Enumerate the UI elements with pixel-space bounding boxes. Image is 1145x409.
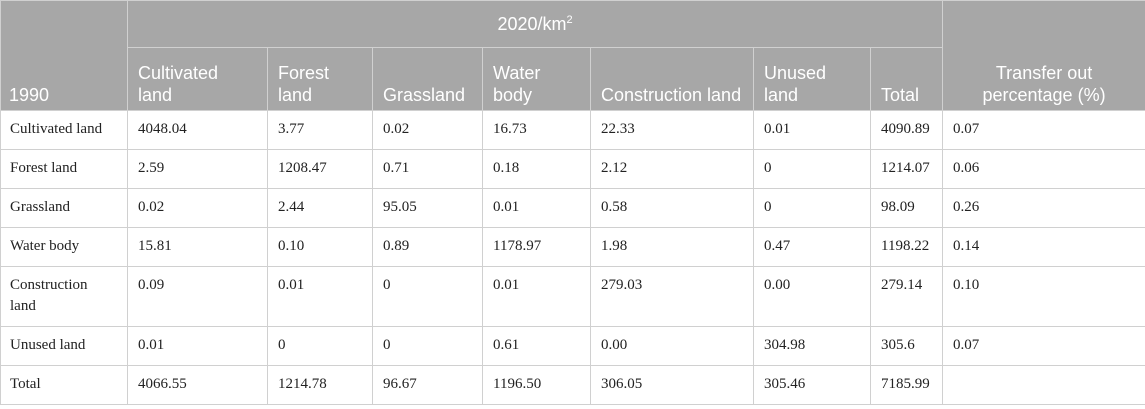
table-cell: 0 [267,326,373,366]
table-row: Water body 15.81 0.10 0.89 1178.97 1.98 … [0,227,1145,267]
table-cell: 0.00 [590,326,754,366]
group-header-2020: 2020/km2 [126,0,944,48]
table-cell: 1208.47 [267,149,373,189]
table-cell: 279.03 [590,266,754,327]
table-cell: 304.98 [753,326,871,366]
table-cell: 0 [753,188,871,228]
header-col-cultivated-land: Cultivated land [127,47,268,111]
table-cell: 0.89 [372,227,483,267]
table-cell [942,365,1145,405]
table-cell: 1198.22 [869,227,944,267]
row-header: Cultivated land [0,110,128,150]
table-cell: 0.01 [127,326,268,366]
header-col-forest-land: Forest land [267,47,373,111]
table-header: 1990 2020/km2 Transfer out percentage (%… [0,0,1145,111]
table-cell: 0.10 [267,227,373,267]
row-header: Unused land [0,326,128,366]
header-transfer-out-percentage: Transfer out percentage (%) [942,0,1145,111]
table-cell: 0.47 [753,227,871,267]
table-row: Construction land 0.09 0.01 0 0.01 279.0… [0,266,1145,327]
table-cell: 1214.07 [869,149,944,189]
table-cell: 0.07 [942,326,1145,366]
row-header: Forest land [0,149,128,189]
row-header: Water body [0,227,128,267]
group-header-text: 2020/km [497,14,567,34]
table-cell: 0 [753,149,871,189]
table-cell: 0.61 [482,326,591,366]
table-cell: 15.81 [127,227,268,267]
table-cell: 2.44 [267,188,373,228]
header-col-total: Total [869,47,944,111]
table-cell: 0.18 [482,149,591,189]
table-cell: 1196.50 [482,365,591,405]
table-cell: 22.33 [590,110,754,150]
table-cell: 4048.04 [127,110,268,150]
table-cell: 0.01 [482,266,591,327]
header-col-water-body: Water body [482,47,591,111]
header-col-unused-land: Unused land [753,47,871,111]
corner-header-1990: 1990 [0,0,128,111]
table-cell: 4066.55 [127,365,268,405]
header-row-group: 1990 2020/km2 Transfer out percentage (%… [0,0,1145,111]
table-cell: 305.6 [869,326,944,366]
table-cell: 0.26 [942,188,1145,228]
table-cell: 0 [372,266,483,327]
table-cell: 0 [372,326,483,366]
table-cell: 7185.99 [869,365,944,405]
row-header: Grassland [0,188,128,228]
table-cell: 0.07 [942,110,1145,150]
table-cell: 0.10 [942,266,1145,327]
table-cell: 0.00 [753,266,871,327]
header-col-construction-land: Construction land [590,47,754,111]
table-cell: 16.73 [482,110,591,150]
table-cell: 4090.89 [869,110,944,150]
table-cell: 0.01 [753,110,871,150]
table-cell: 96.67 [372,365,483,405]
table-cell: 3.77 [267,110,373,150]
table-row: Unused land 0.01 0 0 0.61 0.00 304.98 30… [0,326,1145,366]
table-cell: 2.59 [127,149,268,189]
table-cell: 0.06 [942,149,1145,189]
table-cell: 0.02 [372,110,483,150]
table-row: Grassland 0.02 2.44 95.05 0.01 0.58 0 98… [0,188,1145,228]
table-cell: 0.09 [127,266,268,327]
header-row-columns: Cultivated land Forest land Grassland Wa… [1,47,1145,111]
table-cell: 0.71 [372,149,483,189]
table-cell: 306.05 [590,365,754,405]
group-header-superscript: 2 [566,14,573,26]
table-cell: 1214.78 [267,365,373,405]
table-cell: 95.05 [372,188,483,228]
table-cell: 0.01 [267,266,373,327]
table-cell: 0.14 [942,227,1145,267]
table-cell: 0.01 [482,188,591,228]
table-cell: 1.98 [590,227,754,267]
table-row: Forest land 2.59 1208.47 0.71 0.18 2.12 … [0,149,1145,189]
row-header: Construction land [0,266,128,327]
header-col-grassland: Grassland [372,47,483,111]
table-row-total: Total 4066.55 1214.78 96.67 1196.50 306.… [0,365,1145,405]
table-body: Cultivated land 4048.04 3.77 0.02 16.73 … [0,110,1145,405]
table-cell: 279.14 [869,266,944,327]
table-cell: 305.46 [753,365,871,405]
row-header: Total [0,365,128,405]
table-cell: 2.12 [590,149,754,189]
table-cell: 1178.97 [482,227,591,267]
table-cell: 0.58 [590,188,754,228]
table-cell: 98.09 [869,188,944,228]
table-row: Cultivated land 4048.04 3.77 0.02 16.73 … [0,110,1145,150]
table-cell: 0.02 [127,188,268,228]
